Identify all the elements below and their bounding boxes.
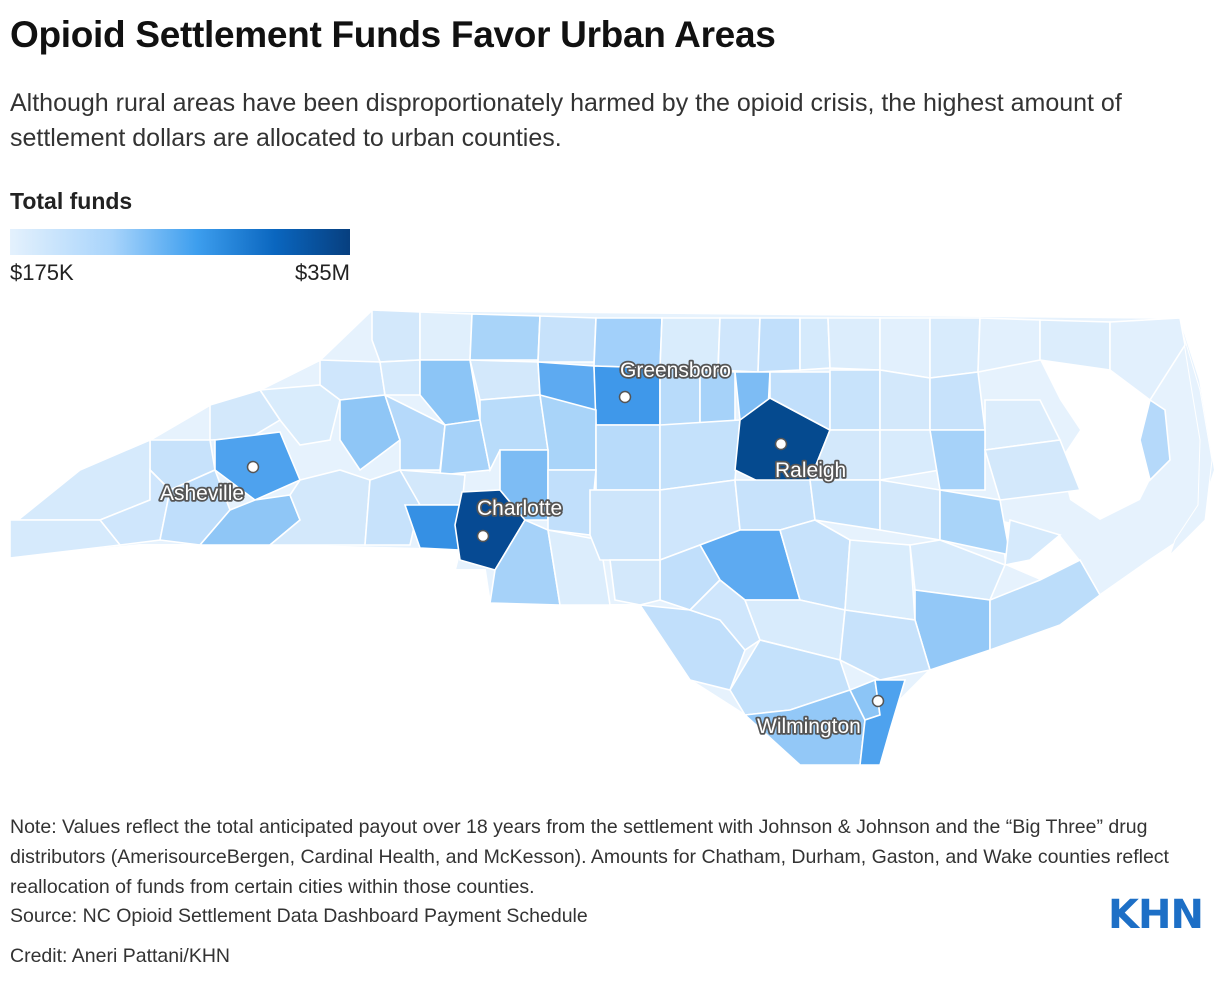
- county: [339, 394, 401, 472]
- county: [419, 311, 473, 361]
- county: [757, 317, 801, 373]
- county: [929, 429, 986, 491]
- county: [468, 359, 541, 401]
- counties: [9, 309, 1186, 766]
- county: [371, 309, 421, 363]
- charlotte-marker: [476, 529, 490, 543]
- county: [595, 424, 661, 491]
- county: [844, 539, 916, 621]
- outer-banks: [1169, 329, 1213, 556]
- chart-subtitle: Although rural areas have been dispropor…: [10, 89, 1122, 152]
- khn-logo[interactable]: KHN: [1108, 892, 1204, 938]
- county: [267, 469, 371, 546]
- county: [909, 539, 1007, 601]
- county: [839, 609, 932, 681]
- county: [589, 489, 661, 561]
- greensboro-marker: [618, 390, 632, 404]
- county: [929, 317, 981, 379]
- legend-title: Total funds: [10, 188, 133, 214]
- legend-color-scale: [10, 229, 350, 255]
- county: [9, 519, 122, 559]
- legend-min-label: $175K: [10, 260, 74, 285]
- county: [383, 393, 446, 471]
- county: [879, 479, 941, 541]
- footnote: Note: Values reflect the total anticipat…: [10, 816, 1169, 898]
- city-labels: Greensboro Raleigh Asheville Charlotte W…: [158, 357, 862, 740]
- nc-county-map: Greensboro Raleigh Asheville Charlotte W…: [8, 308, 1217, 766]
- county: [469, 313, 541, 361]
- county: [879, 369, 931, 431]
- county: [209, 389, 282, 441]
- county: [1139, 398, 1171, 482]
- county: [379, 359, 421, 396]
- asheville-marker: [246, 460, 260, 474]
- charlotte-label: Charlotte: [477, 497, 562, 520]
- county: [799, 317, 831, 371]
- asheville-label: Asheville: [160, 482, 244, 505]
- county: [827, 317, 881, 371]
- credit-line: Credit: Aneri Pattani/KHN: [10, 945, 231, 967]
- county: [537, 315, 597, 363]
- county: [879, 317, 931, 379]
- source-line: Source: NC Opioid Settlement Data Dashbo…: [10, 905, 588, 927]
- county: [929, 371, 986, 431]
- city-markers: [246, 390, 885, 708]
- county: [734, 479, 816, 531]
- county: [1109, 317, 1186, 402]
- greensboro-label: Greensboro: [620, 359, 731, 382]
- county: [829, 369, 881, 431]
- county: [489, 518, 561, 606]
- raleigh-marker: [774, 437, 788, 451]
- chart-title: Opioid Settlement Funds Favor Urban Area…: [10, 14, 776, 55]
- county: [914, 589, 991, 672]
- county: [499, 449, 549, 521]
- wilmington-label: Wilmington: [757, 715, 861, 738]
- county: [547, 528, 611, 606]
- county: [983, 439, 1082, 501]
- county: [1004, 518, 1062, 566]
- county: [659, 419, 741, 491]
- county: [989, 558, 1102, 652]
- legend-max-label: $35M: [294, 260, 350, 285]
- county: [859, 679, 907, 766]
- county: [609, 559, 661, 606]
- raleigh-label: Raleigh: [775, 459, 846, 482]
- wilmington-marker: [871, 694, 885, 708]
